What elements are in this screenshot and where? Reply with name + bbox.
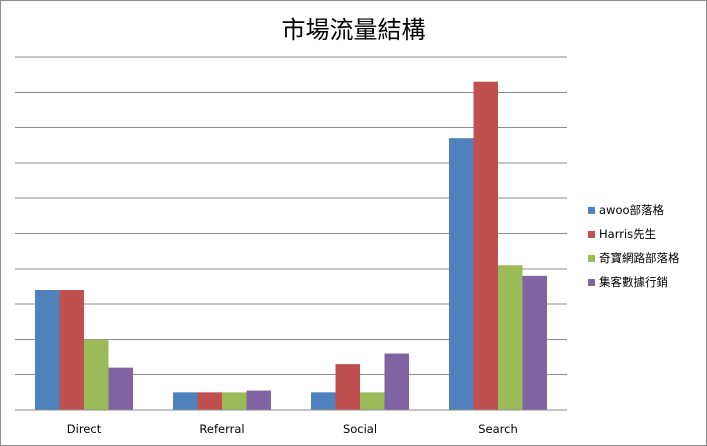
bar-social-series-2	[360, 392, 385, 410]
legend-swatch	[588, 254, 595, 262]
legend-label: awoo部落格	[599, 203, 665, 217]
legend-label: Harris先生	[599, 227, 657, 241]
bar-search-series-0	[449, 138, 474, 410]
legend-item: awoo部落格	[588, 198, 703, 222]
bar-search-series-2	[498, 265, 523, 410]
chart-title: 市場流量結構	[281, 16, 426, 44]
bar-social-series-3	[384, 353, 409, 410]
bar-social-series-1	[335, 364, 360, 410]
bar-search-series-3	[522, 275, 547, 410]
legend-label: 奇寶網路部落格	[599, 251, 680, 265]
legend-swatch	[588, 278, 595, 286]
bar-social-series-0	[311, 392, 336, 410]
bar-referral-series-1	[197, 392, 222, 410]
legend-item: Harris先生	[588, 222, 703, 246]
legend-swatch	[588, 230, 595, 238]
bar-direct-series-1	[59, 289, 84, 410]
legend-item: 集客數據行銷	[588, 270, 703, 294]
x-tick-label: Direct	[67, 422, 102, 436]
x-tick-label: Referral	[199, 422, 244, 436]
legend-label: 集客數據行銷	[599, 275, 668, 289]
legend: awoo部落格 Harris先生奇寶網路部落格 集客數據行銷	[588, 198, 703, 294]
bar-direct-series-2	[84, 339, 109, 410]
bar-direct-series-0	[35, 289, 60, 410]
bar-direct-series-3	[108, 367, 133, 410]
x-tick-label: Social	[343, 422, 377, 436]
bar-referral-series-0	[173, 392, 198, 410]
legend-swatch	[588, 206, 595, 214]
bar-referral-series-2	[222, 392, 247, 410]
x-tick-label: Search	[478, 422, 518, 436]
bar-search-series-1	[473, 81, 498, 411]
legend-item: 奇寶網路部落格	[588, 246, 703, 270]
bar-referral-series-3	[246, 390, 271, 410]
